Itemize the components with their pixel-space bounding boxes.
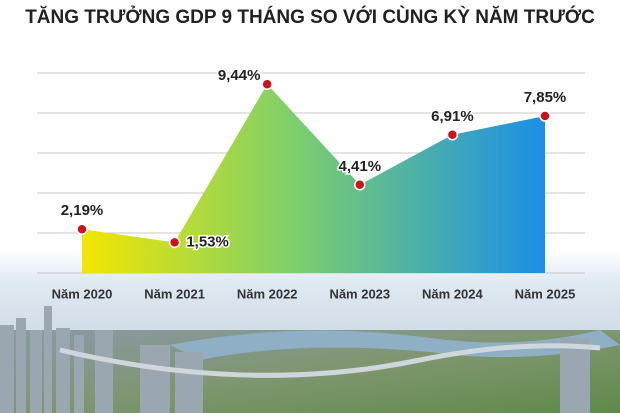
value-label: 9,44% xyxy=(218,67,261,84)
marker xyxy=(354,179,366,191)
x-tick-label: Năm 2023 xyxy=(329,286,390,301)
marker xyxy=(261,78,273,90)
marker xyxy=(76,223,88,235)
x-tick-label: Năm 2021 xyxy=(144,286,205,301)
x-tick-label: Năm 2022 xyxy=(237,286,298,301)
marker xyxy=(446,129,459,141)
value-label: 7,85% xyxy=(524,89,567,106)
buildings xyxy=(0,306,590,413)
x-tick-label: Năm 2024 xyxy=(422,286,483,301)
x-tick-label: Năm 2025 xyxy=(515,286,576,301)
value-label: 2,19% xyxy=(61,202,104,219)
x-tick-label: Năm 2020 xyxy=(52,286,113,301)
marker xyxy=(539,110,551,122)
value-label: 4,41% xyxy=(339,158,382,175)
river xyxy=(170,330,620,360)
highway xyxy=(59,343,601,378)
marker xyxy=(168,236,181,249)
area xyxy=(82,84,545,273)
chart-title: TĂNG TRƯỞNG GDP 9 THÁNG SO VỚI CÙNG KỲ N… xyxy=(25,6,595,28)
value-label: 1,53% xyxy=(186,233,229,250)
value-label: 6,91% xyxy=(431,108,474,125)
city-background xyxy=(0,250,620,413)
